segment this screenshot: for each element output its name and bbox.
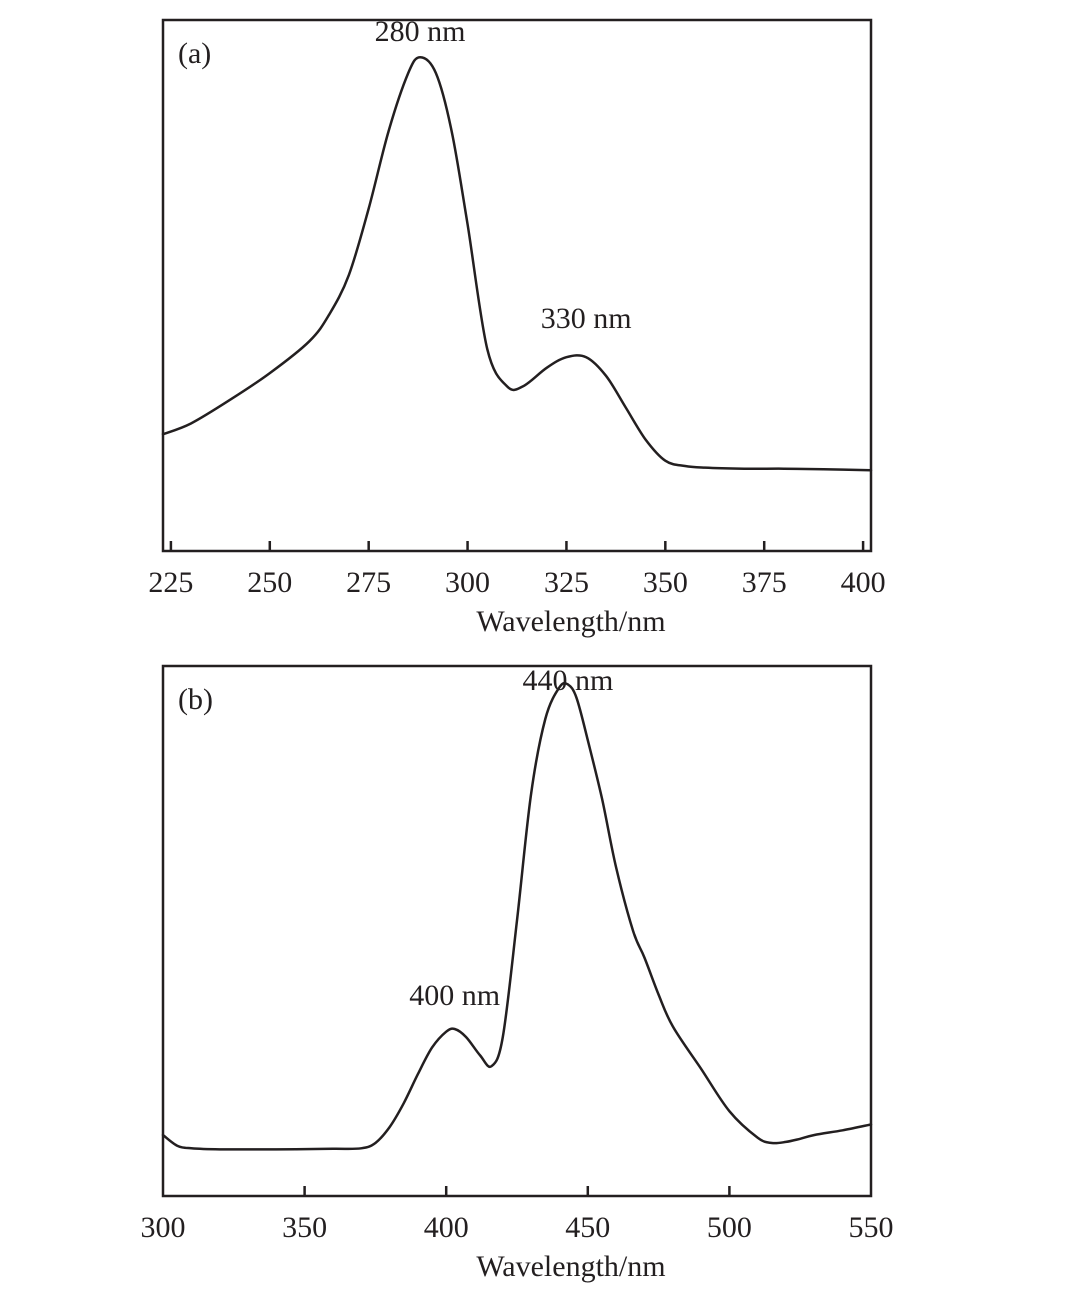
plot-frame-b — [161, 664, 873, 1198]
spectrum-line-b — [161, 681, 873, 1151]
x-tick-label-a: 350 — [643, 566, 688, 599]
spectrum-line-a — [161, 55, 873, 472]
x-tick-label-a: 375 — [742, 566, 787, 599]
x-tick-label-a: 325 — [544, 566, 589, 599]
x-tick-label-a: 250 — [247, 566, 292, 599]
panel-b: 300 350 400 450 500 550 Wavelength/nm (b) 440 nm… — [141, 664, 894, 1283]
panel-a: 225 250 275 300 325 350 375 400 Wavelength/nm (a)… — [148, 15, 885, 638]
peak-annotation-b: 440 nm — [523, 664, 614, 697]
x-tick-label-b: 300 — [141, 1211, 186, 1244]
x-tick-label-a: 400 — [841, 566, 886, 599]
panel-label-b: (b) — [178, 683, 213, 716]
x-tick-label-a: 225 — [148, 566, 193, 599]
peak-annotation-a: 280 nm — [375, 15, 466, 48]
x-tick-label-b: 350 — [282, 1211, 327, 1244]
x-axis-label-a: Wavelength/nm — [476, 605, 665, 638]
x-tick-label-b: 550 — [849, 1211, 894, 1244]
panel-label-a: (a) — [178, 37, 211, 70]
x-axis-label-b: Wavelength/nm — [476, 1250, 665, 1283]
plot-frame-a — [161, 18, 873, 553]
x-tick-label-a: 275 — [346, 566, 391, 599]
x-tick-label-a: 300 — [445, 566, 490, 599]
peak-annotation-b: 400 nm — [409, 979, 500, 1012]
x-tick-label-b: 400 — [424, 1211, 469, 1244]
peak-annotation-a: 330 nm — [541, 302, 632, 335]
x-tick-label-b: 500 — [707, 1211, 752, 1244]
x-tick-label-b: 450 — [565, 1211, 610, 1244]
